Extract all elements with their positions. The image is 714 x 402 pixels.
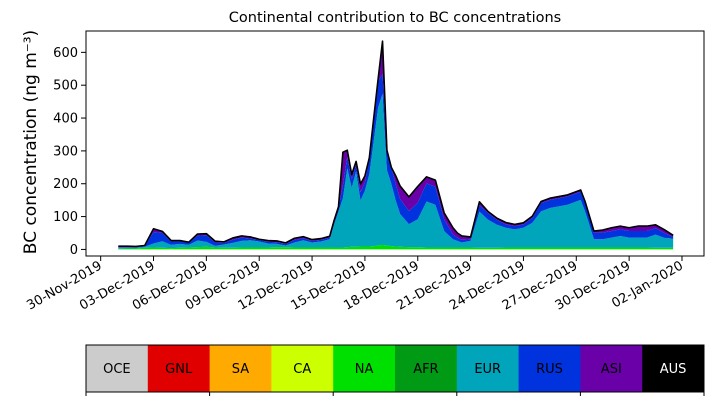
legend-label-oce: OCE bbox=[103, 362, 131, 377]
legend-label-sa: SA bbox=[232, 362, 249, 377]
area-rus bbox=[118, 74, 674, 248]
legend-swatch-afr bbox=[395, 345, 458, 392]
legend-label-gnl: GNL bbox=[165, 362, 193, 377]
stacked-area-layers bbox=[118, 41, 674, 250]
legend-swatch-oce bbox=[86, 345, 149, 392]
y-tick-label: 400 bbox=[53, 112, 78, 127]
legend-swatch-aus bbox=[642, 345, 705, 392]
chart-title: Continental contribution to BC concentra… bbox=[229, 10, 561, 26]
plot-area bbox=[85, 30, 705, 257]
legend-label-asi: ASI bbox=[601, 362, 622, 377]
legend-label-afr: AFR bbox=[413, 362, 438, 377]
y-axis-label: BC concentration (ng m⁻³) bbox=[21, 30, 41, 254]
y-tick-label: 100 bbox=[53, 210, 78, 225]
y-tick-label: 500 bbox=[53, 79, 78, 94]
legend-swatch-gnl bbox=[147, 345, 211, 392]
area-na bbox=[118, 244, 674, 250]
y-tick-label: 600 bbox=[53, 46, 78, 61]
legend-frame bbox=[85, 344, 705, 393]
legend-swatch-ca bbox=[271, 345, 334, 392]
x-axis: 30-Nov-201903-Dec-201906-Dec-201909-Dec-… bbox=[24, 256, 686, 314]
legend-swatch-na bbox=[333, 345, 396, 392]
legend-swatch-sa bbox=[209, 345, 272, 392]
legend-label-na: NA bbox=[355, 362, 374, 377]
legend-label-aus: AUS bbox=[660, 362, 687, 377]
area-eur bbox=[118, 93, 674, 249]
total-concentration-line bbox=[118, 40, 674, 248]
legend-swatch-eur bbox=[456, 345, 520, 392]
y-tick-label: 200 bbox=[53, 177, 78, 192]
legend-swatch-asi bbox=[580, 345, 643, 392]
y-axis: 0 100 200 300 400 500 600 bbox=[53, 46, 86, 258]
source-region-legend: OCE GNL SA CA NA AFR EUR RUS ASI AUS bbox=[85, 344, 705, 396]
y-tick-label: 0 bbox=[70, 243, 78, 258]
legend-label-ca: CA bbox=[293, 362, 311, 377]
legend-swatch-rus bbox=[518, 345, 581, 392]
legend-label-eur: EUR bbox=[474, 362, 501, 377]
legend-label-rus: RUS bbox=[536, 362, 563, 377]
plot-frame bbox=[85, 30, 705, 257]
y-tick-label: 300 bbox=[53, 144, 78, 159]
